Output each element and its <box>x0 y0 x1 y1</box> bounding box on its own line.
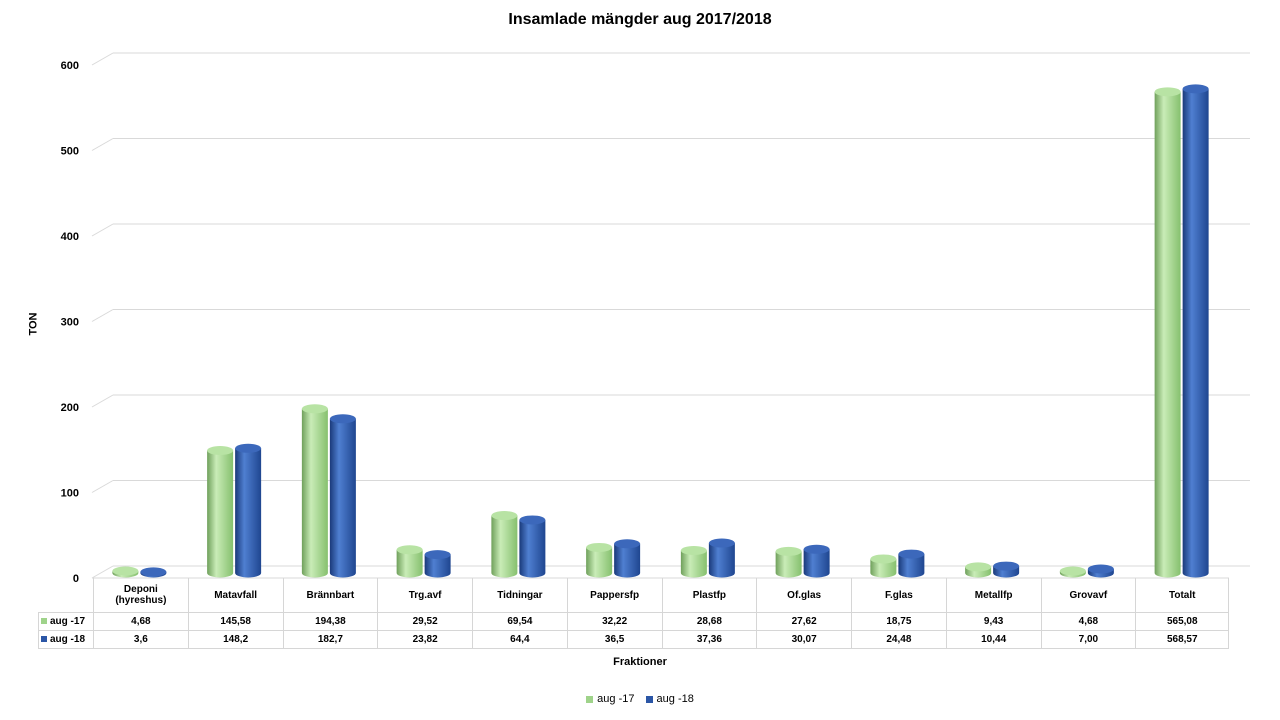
data-value: 568,57 <box>1135 630 1230 649</box>
gridline-depth <box>91 480 114 493</box>
category-label: Plastfp <box>661 578 758 613</box>
bar <box>491 511 518 578</box>
category-label: Brännbart <box>282 578 379 613</box>
data-value: 64,4 <box>472 630 568 649</box>
data-value: 9,43 <box>945 612 1042 631</box>
bar <box>775 546 802 578</box>
series-key: aug -18 <box>38 630 94 649</box>
y-tick-label: 0 <box>73 573 79 585</box>
data-value: 4,68 <box>93 612 189 631</box>
gridline-depth <box>91 223 114 237</box>
series-name: aug -18 <box>50 634 86 645</box>
data-value: 23,82 <box>377 630 473 649</box>
data-value: 37,36 <box>661 630 758 649</box>
category-label: Tidningar <box>472 578 568 613</box>
data-value: 32,22 <box>566 612 663 631</box>
category-label: Deponi (hyreshus) <box>93 578 189 613</box>
data-value: 69,54 <box>472 612 568 631</box>
legend-item-aug-18: aug -18 <box>645 693 694 705</box>
legend-item-aug-17: aug -17 <box>586 693 634 705</box>
bar <box>1182 84 1209 578</box>
gridline-depth <box>91 565 114 579</box>
bar <box>965 562 992 578</box>
data-table: Deponi (hyreshus) Matavfall Brännbart Trg.av… <box>38 578 1230 649</box>
x-axis-label: Fraktioner <box>613 656 667 668</box>
data-value: 27,62 <box>756 612 852 631</box>
legend-swatch <box>586 695 594 703</box>
bar <box>424 550 451 578</box>
y-tick-label: 600 <box>61 60 79 72</box>
gridline-depth <box>91 394 114 408</box>
data-value: 565,08 <box>1135 612 1230 631</box>
category-label: Metallfp <box>945 578 1042 613</box>
bar <box>112 566 139 578</box>
category-label: Matavfall <box>187 578 284 613</box>
series-key: aug -17 <box>38 612 94 631</box>
bar <box>898 549 925 578</box>
data-value: 145,58 <box>187 612 284 631</box>
bar <box>140 567 167 578</box>
bars <box>112 84 1209 578</box>
chart-title: Insamlade mängder aug 2017/2018 <box>508 11 772 28</box>
legend-label: aug -17 <box>597 693 635 705</box>
bar <box>1154 87 1181 578</box>
data-value: 194,38 <box>282 612 379 631</box>
bar <box>614 539 641 578</box>
bar <box>519 515 546 578</box>
category-label: F.glas <box>851 578 947 613</box>
legend-swatch <box>645 695 653 703</box>
category-label: Pappersfp <box>566 578 663 613</box>
bar <box>680 545 707 578</box>
data-value: 36,5 <box>566 630 663 649</box>
category-label: Grovavf <box>1040 578 1137 613</box>
data-value: 28,68 <box>661 612 758 631</box>
bar <box>235 443 262 578</box>
legend-label: aug -18 <box>656 693 694 705</box>
bar <box>1087 564 1114 578</box>
y-tick-labels: 0 100 200 300 400 500 600 <box>61 60 79 585</box>
series-row-aug-18: aug -18 3,6 148,2 182,7 23,82 64,4 36,5 37,36 3… <box>38 630 1230 649</box>
bar <box>1059 566 1086 578</box>
data-value: 3,6 <box>93 630 189 649</box>
table-corner <box>39 578 94 613</box>
data-value: 30,07 <box>756 630 852 649</box>
y-tick-label: 500 <box>61 146 79 158</box>
data-value: 24,48 <box>851 630 947 649</box>
bar <box>993 561 1020 578</box>
y-tick-label: 100 <box>61 488 79 500</box>
data-value: 18,75 <box>851 612 947 631</box>
bar <box>870 554 897 578</box>
y-tick-label: 300 <box>61 317 79 329</box>
series-row-aug-17: aug -17 4,68 145,58 194,38 29,52 69,54 32,22 2… <box>38 612 1230 631</box>
data-value: 4,68 <box>1040 612 1137 631</box>
bar <box>301 404 328 578</box>
legend: aug -17 aug -18 <box>0 693 1280 705</box>
category-label: Totalt <box>1135 578 1230 613</box>
gridline-depth <box>91 138 114 151</box>
y-tick-label: 200 <box>61 402 79 414</box>
category-label: Trg.avf <box>377 578 473 613</box>
bar <box>207 446 234 578</box>
bar <box>803 544 830 578</box>
category-row: Deponi (hyreshus) Matavfall Brännbart Trg.av… <box>39 578 1230 613</box>
series-name: aug -17 <box>50 616 86 627</box>
bar <box>396 545 423 578</box>
data-value: 148,2 <box>187 630 284 649</box>
data-value: 182,7 <box>282 630 379 649</box>
data-value: 10,44 <box>945 630 1042 649</box>
y-tick-label: 400 <box>61 231 79 243</box>
gridline-depth <box>91 309 114 322</box>
grid-lines <box>91 52 1250 579</box>
bar <box>329 414 356 578</box>
bar <box>708 538 735 578</box>
bar <box>586 542 613 578</box>
data-value: 29,52 <box>377 612 473 631</box>
category-label: Of.glas <box>756 578 852 613</box>
gridline-depth <box>91 52 114 66</box>
data-value: 7,00 <box>1040 630 1137 649</box>
